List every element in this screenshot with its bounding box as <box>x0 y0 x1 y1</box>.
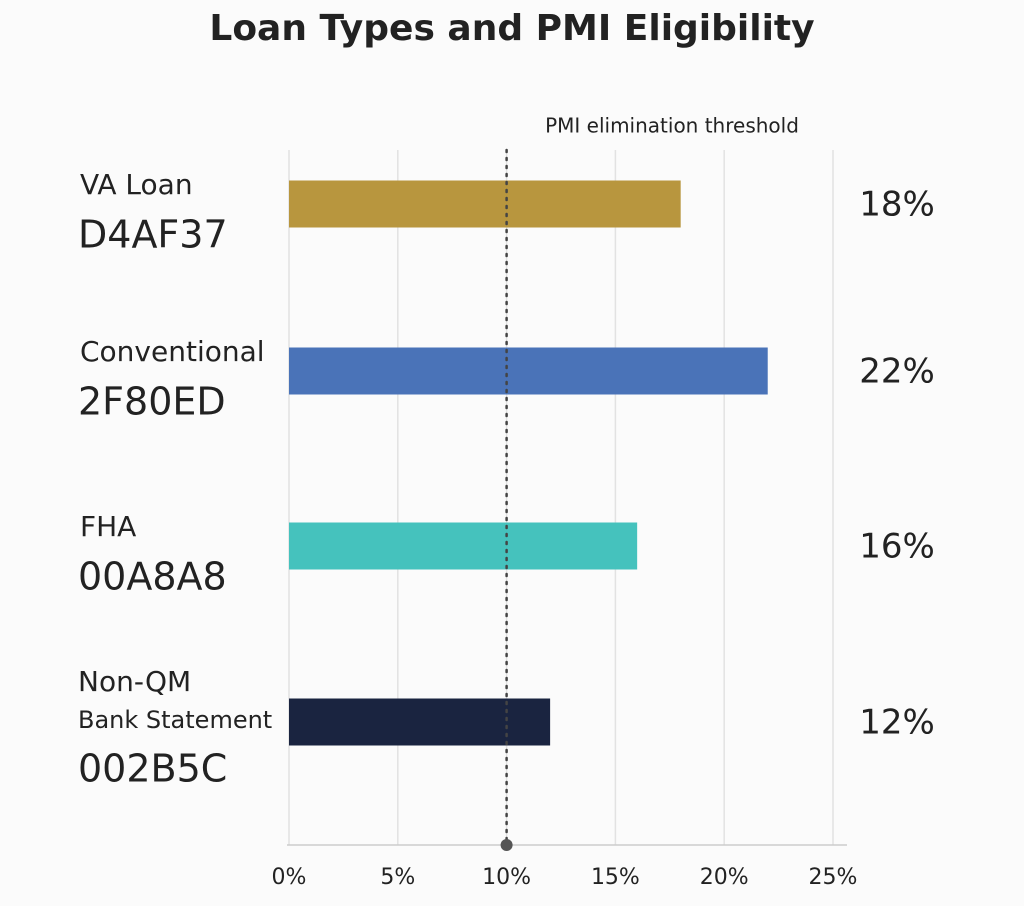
chart-title: Loan Types and PMI Eligibility <box>209 8 814 49</box>
bar <box>289 347 768 395</box>
category-label: Bank Statement <box>78 706 272 734</box>
x-tick-label: 25% <box>809 865 858 890</box>
value-label: 22% <box>859 352 935 392</box>
bar <box>289 698 551 746</box>
x-tick-label: 15% <box>591 865 640 890</box>
color-code: 002B5C <box>78 747 227 791</box>
category-label: FHA <box>80 510 136 543</box>
category-label: Conventional <box>80 335 265 368</box>
x-tick-label: 20% <box>700 865 749 890</box>
value-label: 16% <box>859 527 935 567</box>
x-tick-label: 5% <box>380 865 415 890</box>
bar <box>289 180 681 228</box>
threshold-dot <box>500 839 513 851</box>
bar <box>289 522 638 570</box>
category-label: VA Loan <box>80 168 193 201</box>
threshold-label: PMI elimination threshold <box>545 114 799 138</box>
x-tick-label: 0% <box>272 865 307 890</box>
category-label: Non-QM <box>78 665 191 698</box>
color-code: 00A8A8 <box>78 555 227 599</box>
x-tick-label: 10% <box>482 865 531 890</box>
color-code: D4AF37 <box>78 213 228 257</box>
value-label: 18% <box>859 185 935 225</box>
value-label: 12% <box>859 703 935 743</box>
color-code: 2F80ED <box>78 380 226 424</box>
